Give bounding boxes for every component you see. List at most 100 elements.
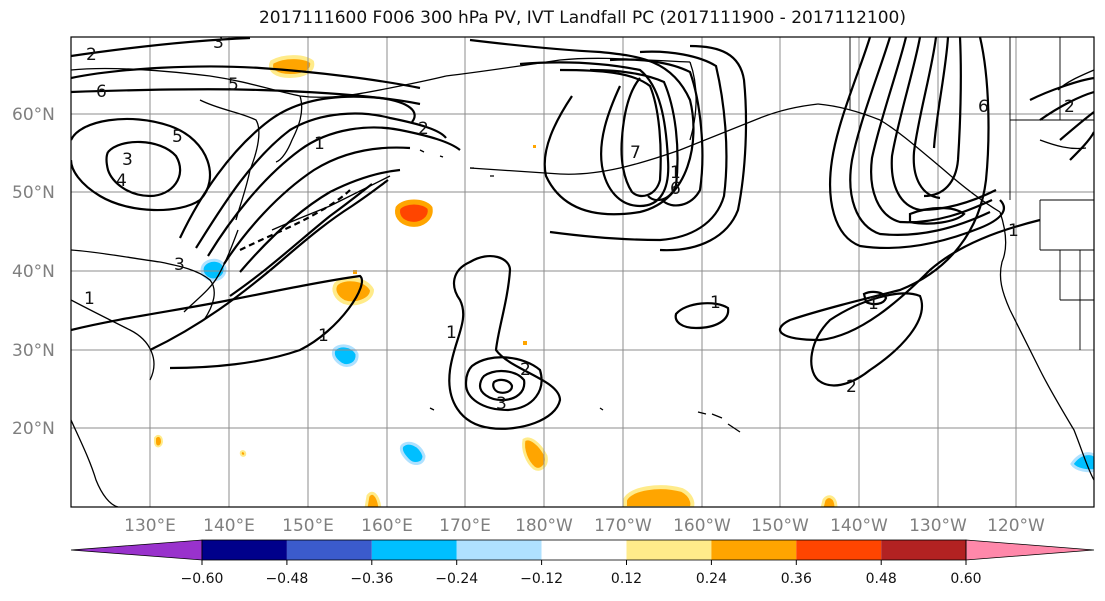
anomaly-tropic-positive: [522, 437, 548, 471]
contour-label: 1: [710, 293, 721, 313]
contour-label: 2: [418, 119, 429, 139]
contour-east-edge-2: [1039, 90, 1094, 121]
colorbar-segment: [456, 540, 542, 560]
contour-labels: 2 3 6 5 3 4 3 1 5 2 1 1 1 3 2 6 1 7 2 6 …: [84, 33, 1075, 414]
colorbar-extend-high: [965, 539, 1095, 561]
colorbar-label: −0.48: [265, 571, 308, 587]
anomaly-small-positive-1: [154, 434, 164, 448]
contour-trough-7: [659, 44, 748, 252]
contour-east-edge-4: [1069, 131, 1094, 161]
anomaly-tropic-negative: [399, 441, 426, 465]
shaded-anomalies: [154, 55, 1094, 507]
lon-label: 170°W: [594, 516, 652, 536]
colorbar-segment: [711, 540, 797, 560]
coast-korea-china: [71, 299, 155, 507]
colorbar-segment: [881, 540, 967, 560]
coast-kamchatka: [275, 95, 303, 163]
contour-label: 4: [116, 171, 127, 191]
contour-trough-6: [549, 50, 728, 242]
colorbar-label: 0.24: [696, 571, 727, 587]
contour-label: 5: [172, 127, 183, 147]
map-title: 2017111600 F006 300 hPa PV, IVT Landfall…: [258, 8, 906, 28]
contour-jet-9: [229, 183, 373, 297]
contour-alaska-inner: [908, 206, 966, 225]
anomaly-north-pacific-positive: [395, 199, 433, 227]
lon-label: 160°E: [361, 516, 413, 536]
contour-label: 5: [228, 75, 239, 95]
contour-central-small: [674, 302, 730, 330]
contour-subtrop-inner: [478, 370, 526, 402]
contour-label: 3: [496, 394, 507, 414]
contour-trough-4: [589, 68, 679, 202]
contour-ridge-1: [829, 37, 1005, 250]
contour-label: 3: [174, 255, 185, 275]
colorbar-label: −0.24: [435, 571, 478, 587]
colorbar-segment: [796, 540, 882, 560]
contour-jet-5: [195, 112, 447, 249]
contour-trough-2: [519, 61, 670, 208]
coast-pacific-islands: [419, 149, 604, 411]
colorbar-segment: [202, 540, 287, 560]
anomaly-small-positive-2: [239, 450, 247, 457]
colorbar: −0.60 −0.48 −0.36 −0.24 −0.12 0.12 0.24 …: [70, 539, 1095, 587]
gridlines: [71, 37, 1094, 507]
colorbar-label: −0.36: [350, 571, 393, 587]
contour-ridge-2: [849, 37, 991, 236]
lon-label: 160°W: [673, 516, 731, 536]
lon-label: 140°E: [203, 516, 255, 536]
contour-east-edge-1: [1029, 76, 1094, 101]
contour-ridge-5: [912, 37, 941, 200]
contour-subtrop-mid: [464, 356, 543, 412]
colorbar-label: −0.60: [181, 571, 224, 587]
contour-label: 6: [96, 82, 107, 102]
lat-label-40: 40°N: [12, 262, 55, 282]
contour-label: 7: [630, 143, 641, 163]
contour-trough-1: [469, 38, 695, 216]
contour-ridge-3: [870, 37, 993, 224]
lat-label-60: 60°N: [12, 105, 55, 125]
lon-label: 150°E: [282, 516, 334, 536]
contour-label: 2: [1064, 97, 1075, 117]
coast-asia-east: [71, 249, 215, 321]
contours: [71, 37, 1094, 430]
contour-label: 2: [846, 377, 857, 397]
contour-jet-10: [149, 179, 389, 351]
contour-ridge-loop: [810, 292, 923, 387]
latitude-labels: 20°N 30°N 40°N 50°N 60°N: [12, 105, 55, 439]
contour-subtrop-outer: [448, 254, 562, 430]
contour-label: 1: [868, 294, 879, 314]
colorbar-label: 0.48: [866, 571, 897, 587]
contour-jet-4: [179, 95, 416, 239]
colorbar-ticks: [201, 560, 967, 565]
colorbar-label: 0.36: [781, 571, 812, 587]
contour-label: 2: [520, 360, 531, 380]
lon-label: 140°W: [830, 516, 888, 536]
border-us-states: [1039, 200, 1094, 350]
anomaly-east-japan-positive: [332, 277, 375, 306]
coast-siberia: [71, 67, 447, 98]
colorbar-segment: [541, 540, 627, 560]
contour-label: 6: [670, 179, 681, 199]
anomaly-kamchatka-positive: [269, 55, 315, 79]
contour-jet-1: [71, 37, 251, 58]
map-area: [71, 37, 1094, 507]
contour-label: 3: [213, 33, 224, 53]
map-border: [70, 36, 1095, 508]
contour-jet-south: [71, 274, 363, 370]
coast-japan: [183, 229, 239, 313]
contour-label: 1: [314, 134, 325, 154]
contour-ridge-outer: [778, 37, 1041, 342]
contour-jet-6: [207, 126, 461, 257]
coast-us-west: [1009, 309, 1094, 481]
contour-jet-2: [71, 65, 421, 90]
contour-jet-8: [239, 168, 401, 273]
contour-label: 1: [670, 163, 681, 183]
colorbar-label: 0.60: [950, 571, 981, 587]
contour-label: 3: [122, 150, 133, 170]
contour-jet-7: [223, 146, 411, 265]
lon-label: 130°W: [909, 516, 967, 536]
contour-ridge-small: [862, 290, 888, 306]
lat-label-50: 50°N: [12, 183, 55, 203]
contour-ridge-4: [890, 37, 997, 212]
